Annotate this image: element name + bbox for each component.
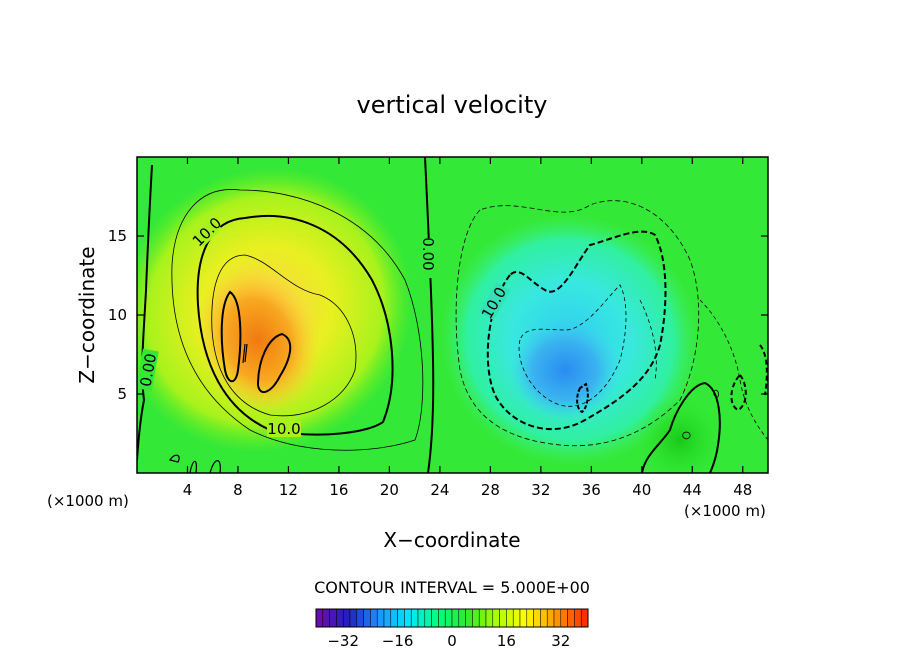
colorbar-swatch [322, 608, 330, 628]
contour-15 [211, 254, 357, 417]
contour-20-c [242, 343, 248, 364]
colorbar-swatch [546, 608, 555, 628]
x-tick-label: 4 [183, 481, 193, 499]
y-tick-label: 15 [108, 227, 127, 245]
colorbar-swatch [485, 608, 494, 628]
colorbar-swatch [478, 608, 487, 628]
x-tick-label: 44 [683, 481, 702, 499]
colorbar-swatch [410, 608, 419, 628]
contour-label-zero-left: 0.00 [137, 352, 161, 388]
colorbar-swatch [580, 608, 589, 628]
contour-lower-right-solid [641, 381, 721, 473]
contour-20-a [220, 290, 242, 383]
x-axis-label: X−coordinate [383, 528, 520, 552]
colorbar-swatch [383, 608, 392, 628]
colorbar-swatch [465, 608, 473, 628]
contour-interval-label: CONTOUR INTERVAL = 5.000E+00 [314, 578, 590, 597]
y-axis-label: Z−coordinate [75, 246, 99, 383]
colorbar-swatch [438, 608, 446, 628]
colorbar-tick-label: −32 [327, 632, 359, 650]
x-tick-label: 48 [733, 481, 752, 499]
contour-zero-mid [424, 157, 435, 473]
x-tick-label: 32 [531, 481, 550, 499]
colorbar-swatch [417, 608, 426, 628]
colorbar-swatch [567, 608, 575, 628]
colorbar-swatch [444, 608, 453, 628]
contour-10-pos [196, 215, 394, 436]
x-axis: 4 8 12 16 20 24 28 32 36 40 44 48 [183, 157, 752, 499]
contour-lines [137, 157, 768, 473]
colorbar-swatch [329, 608, 337, 628]
colorbar-swatch [390, 608, 398, 628]
colorbar-swatch [451, 608, 460, 628]
colorbar-swatch [499, 608, 507, 628]
colorbar-tick-label: 32 [551, 632, 570, 650]
colorbar-swatch [363, 608, 371, 628]
x-tick-label: 28 [481, 481, 500, 499]
colorbar-swatch [356, 608, 364, 628]
contour-5 [171, 189, 424, 451]
colorbar-swatch [540, 608, 548, 628]
x-tick-label: 16 [329, 481, 348, 499]
colorbar-swatch [574, 608, 582, 628]
y-tick-label: 10 [108, 306, 127, 324]
colorbar-swatch [370, 608, 378, 628]
downdraft-core-shading [510, 320, 620, 420]
contour-right-dashed-b [730, 344, 768, 412]
colorbar-swatch [376, 608, 385, 628]
contour-neg-20 [576, 382, 589, 414]
contour-small-loops [682, 389, 720, 440]
colorbar-swatch [512, 608, 521, 628]
colorbar-swatch [424, 608, 432, 628]
colorbar-tick-label: 16 [497, 632, 516, 650]
lower-right-green-shading [635, 395, 725, 473]
colorbar-frame [315, 608, 589, 628]
colorbar-swatch [560, 608, 568, 628]
contour-neg-10 [486, 230, 667, 430]
x-unit-label-right: (×1000 m) [684, 502, 766, 520]
contour-zero-left [137, 164, 153, 461]
plot-area: 10.0 10.0 0.00 0.00 10.0 [137, 157, 768, 473]
contour-20-b [256, 332, 292, 394]
contour-neg-5 [455, 200, 700, 447]
colorbar-swatch [492, 608, 500, 628]
colorbar-swatch [431, 608, 439, 628]
contour-bottom-wiggles [169, 454, 221, 473]
colorbar-swatch [349, 608, 358, 628]
chart-title: vertical velocity [357, 91, 548, 119]
colorbar-swatch [458, 608, 466, 628]
colorbar-swatch [342, 608, 351, 628]
colorbar-tick-label: −16 [382, 632, 414, 650]
x-tick-label: 36 [582, 481, 601, 499]
x-tick-label: 20 [380, 481, 399, 499]
y-tick-label: 5 [117, 385, 127, 403]
colorbar-swatch [506, 608, 514, 628]
colorbar-tick-label: 0 [447, 632, 457, 650]
colorbar-swatch [533, 608, 541, 628]
colorbar: −32 −16 0 16 32 [315, 608, 589, 650]
y-axis: 5 10 15 [108, 227, 768, 403]
colorbar-swatch [526, 608, 534, 628]
contour-right-dashed-a [639, 299, 768, 441]
colorbar-swatch [519, 608, 528, 628]
x-tick-label: 12 [279, 481, 298, 499]
x-tick-label: 24 [430, 481, 449, 499]
x-unit-label-left: (×1000 m) [47, 492, 129, 510]
colorbar-swatch [397, 608, 405, 628]
x-tick-label: 40 [632, 481, 651, 499]
x-tick-label: 8 [233, 481, 243, 499]
colorbar-swatch [336, 608, 344, 628]
colorbar-swatch [315, 608, 324, 628]
contour-label-10-bottom: 10.0 [267, 420, 300, 438]
contour-label-zero-mid: 0.00 [419, 237, 437, 270]
colorbar-swatch [553, 608, 562, 628]
colorbar-swatch [404, 608, 412, 628]
colorbar-swatch [472, 608, 480, 628]
